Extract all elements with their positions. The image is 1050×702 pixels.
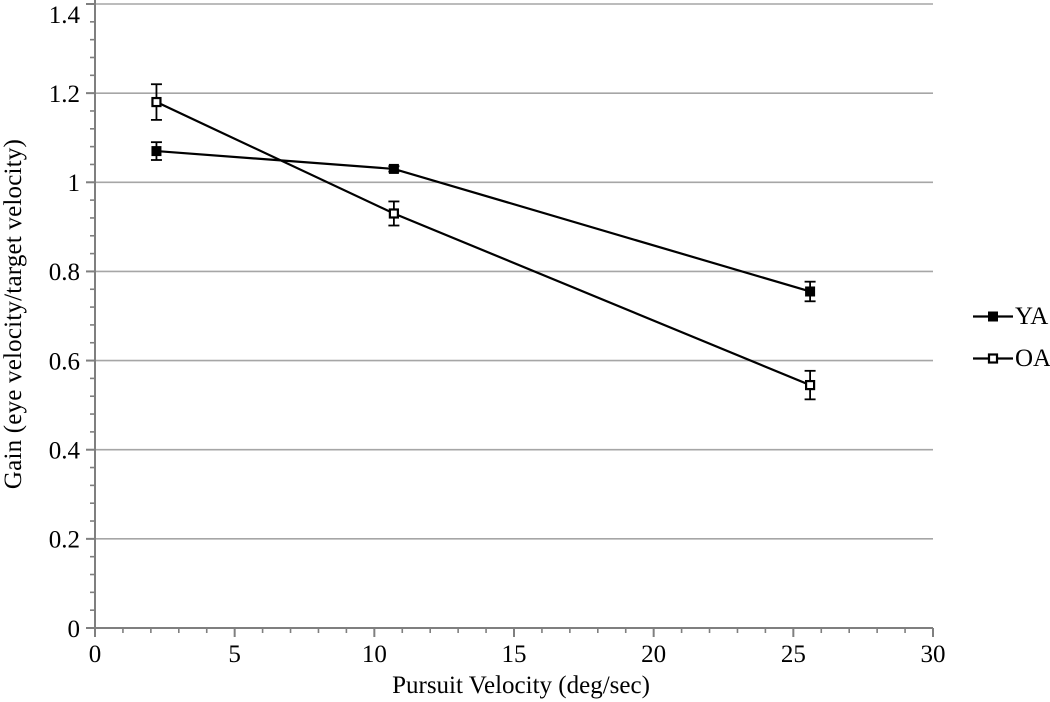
series-line-ya bbox=[156, 149, 811, 293]
data-point-marker-ya bbox=[151, 146, 162, 157]
filled-square-marker-icon bbox=[973, 311, 1013, 322]
legend-item-ya: YA bbox=[973, 304, 1050, 329]
y-tick-label: 1.2 bbox=[49, 81, 80, 108]
y-tick-label: 0.6 bbox=[49, 348, 80, 375]
y-tick-label: 1 bbox=[68, 170, 81, 197]
legend-label-oa: OA bbox=[1015, 345, 1050, 372]
y-tick-label: 0.4 bbox=[49, 437, 81, 464]
y-tick-label: 1.4 bbox=[49, 2, 81, 29]
x-tick-label: 0 bbox=[89, 641, 102, 668]
x-axis-title: Pursuit Velocity (deg/sec) bbox=[392, 672, 650, 699]
x-tick-label: 15 bbox=[502, 641, 527, 668]
legend-marker-oa bbox=[987, 353, 999, 364]
x-tick-label: 5 bbox=[228, 641, 241, 668]
legend-marker-ya bbox=[988, 311, 998, 322]
legend-label-ya: YA bbox=[1015, 303, 1049, 330]
y-axis-title: Gain (eye velocity/target velocity) bbox=[0, 138, 27, 490]
data-point-marker-oa bbox=[804, 379, 816, 391]
legend: YA OA bbox=[973, 304, 1050, 371]
legend-item-oa: OA bbox=[973, 346, 1050, 371]
data-point-marker-ya bbox=[388, 163, 399, 174]
data-point-marker-oa bbox=[151, 96, 162, 108]
y-tick-label: 0 bbox=[68, 616, 81, 643]
y-tick-label: 0.2 bbox=[49, 527, 80, 554]
x-tick-label: 30 bbox=[921, 641, 946, 668]
series-line-oa bbox=[155, 101, 811, 387]
data-point-marker-ya bbox=[805, 286, 816, 297]
data-point-marker-oa bbox=[388, 208, 399, 219]
y-tick-label: 0.8 bbox=[49, 259, 80, 286]
open-square-marker-icon bbox=[973, 353, 1013, 364]
x-tick-label: 25 bbox=[781, 641, 806, 668]
x-tick-label: 20 bbox=[641, 641, 666, 668]
x-tick-label: 10 bbox=[362, 641, 387, 668]
